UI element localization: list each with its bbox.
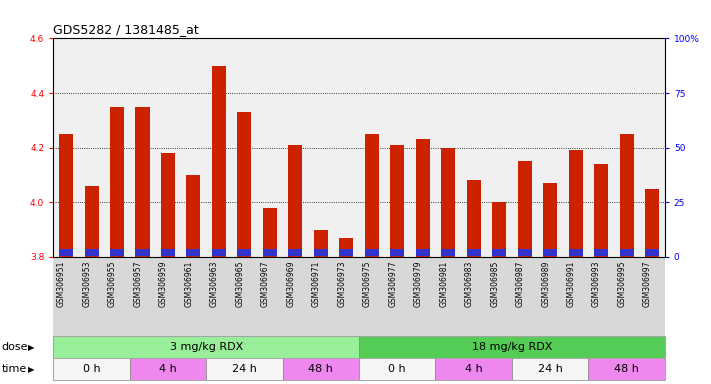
Bar xyxy=(53,358,129,380)
Bar xyxy=(645,189,659,257)
Text: GSM306973: GSM306973 xyxy=(337,261,346,308)
Bar xyxy=(492,202,506,257)
Bar xyxy=(390,249,405,256)
Text: GSM306989: GSM306989 xyxy=(541,261,550,307)
Text: 4 h: 4 h xyxy=(159,364,177,374)
Bar xyxy=(543,249,557,256)
Text: GSM306965: GSM306965 xyxy=(235,261,245,308)
Text: GSM306961: GSM306961 xyxy=(184,261,193,307)
Bar xyxy=(589,358,665,380)
Bar xyxy=(365,134,379,257)
Text: ▶: ▶ xyxy=(28,343,34,352)
Text: dose: dose xyxy=(1,343,28,353)
Bar xyxy=(161,249,175,256)
Text: 18 mg/kg RDX: 18 mg/kg RDX xyxy=(471,343,552,353)
Bar xyxy=(365,249,379,256)
Bar xyxy=(442,148,455,257)
Bar xyxy=(161,153,175,257)
Text: GDS5282 / 1381485_at: GDS5282 / 1381485_at xyxy=(53,23,199,36)
Bar xyxy=(136,107,149,257)
Text: GSM306985: GSM306985 xyxy=(490,261,499,307)
Bar xyxy=(512,358,589,380)
Bar xyxy=(435,358,512,380)
Bar xyxy=(212,66,226,257)
Bar xyxy=(59,249,73,256)
Text: 4 h: 4 h xyxy=(465,364,483,374)
Bar xyxy=(442,249,455,256)
Text: GSM306957: GSM306957 xyxy=(134,261,142,308)
Bar xyxy=(85,249,99,256)
Bar xyxy=(110,249,124,256)
Text: ▶: ▶ xyxy=(28,365,34,374)
Bar xyxy=(569,249,582,256)
Text: GSM306991: GSM306991 xyxy=(567,261,576,307)
Bar xyxy=(594,164,608,257)
Bar xyxy=(186,175,201,257)
Bar xyxy=(492,249,506,256)
Bar xyxy=(569,151,582,257)
Bar xyxy=(283,358,359,380)
Bar xyxy=(289,145,302,257)
Bar xyxy=(186,249,201,256)
Bar xyxy=(289,249,302,256)
Text: GSM306967: GSM306967 xyxy=(261,261,270,308)
Bar xyxy=(263,249,277,256)
Bar xyxy=(136,249,149,256)
Text: 48 h: 48 h xyxy=(309,364,333,374)
Text: GSM306951: GSM306951 xyxy=(57,261,66,307)
Text: GSM306969: GSM306969 xyxy=(287,261,295,308)
Bar xyxy=(543,183,557,257)
Bar xyxy=(390,145,405,257)
Bar xyxy=(110,107,124,257)
Bar xyxy=(466,249,481,256)
Bar xyxy=(518,249,532,256)
Bar xyxy=(619,134,634,257)
Text: time: time xyxy=(1,364,27,374)
Text: 24 h: 24 h xyxy=(538,364,562,374)
Bar xyxy=(466,180,481,257)
Bar xyxy=(129,358,206,380)
Bar xyxy=(206,358,283,380)
Text: GSM306975: GSM306975 xyxy=(363,261,372,308)
Text: 48 h: 48 h xyxy=(614,364,639,374)
Text: GSM306955: GSM306955 xyxy=(108,261,117,308)
Bar xyxy=(518,161,532,257)
Bar xyxy=(416,139,429,257)
Text: GSM306953: GSM306953 xyxy=(82,261,92,308)
Bar xyxy=(594,249,608,256)
Text: 0 h: 0 h xyxy=(388,364,406,374)
Text: GSM306971: GSM306971 xyxy=(312,261,321,307)
Bar xyxy=(53,336,359,358)
Bar xyxy=(619,249,634,256)
Bar xyxy=(85,186,99,257)
Text: GSM306979: GSM306979 xyxy=(414,261,423,308)
Text: 3 mg/kg RDX: 3 mg/kg RDX xyxy=(169,343,243,353)
Bar xyxy=(314,249,328,256)
Bar xyxy=(645,249,659,256)
Text: GSM306959: GSM306959 xyxy=(159,261,168,308)
Text: GSM306981: GSM306981 xyxy=(439,261,448,307)
Bar xyxy=(359,358,435,380)
Bar xyxy=(314,230,328,257)
Text: GSM306987: GSM306987 xyxy=(515,261,525,307)
Bar xyxy=(212,249,226,256)
Text: 0 h: 0 h xyxy=(82,364,100,374)
Text: GSM306963: GSM306963 xyxy=(210,261,219,308)
Bar xyxy=(339,249,353,256)
Text: GSM306993: GSM306993 xyxy=(592,261,601,308)
Text: GSM306983: GSM306983 xyxy=(465,261,474,307)
Bar xyxy=(416,249,429,256)
Text: GSM306977: GSM306977 xyxy=(388,261,397,308)
Bar xyxy=(59,134,73,257)
Bar xyxy=(339,238,353,257)
Bar xyxy=(237,112,252,257)
Bar xyxy=(237,249,252,256)
Bar xyxy=(359,336,665,358)
Bar xyxy=(263,208,277,257)
Text: 24 h: 24 h xyxy=(232,364,257,374)
Text: GSM306997: GSM306997 xyxy=(643,261,652,308)
Text: GSM306995: GSM306995 xyxy=(618,261,626,308)
